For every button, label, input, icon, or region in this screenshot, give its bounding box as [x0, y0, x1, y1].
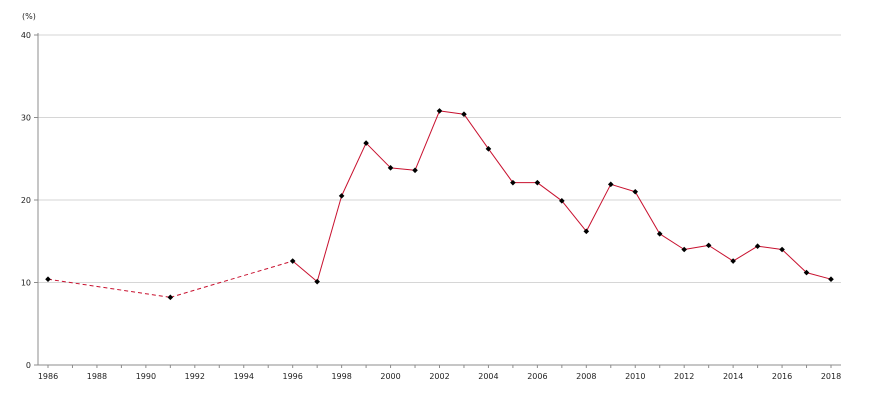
- x-tick-label: 2000: [380, 372, 400, 381]
- data-point-marker: [387, 165, 394, 171]
- series-line-segment: [414, 110, 440, 171]
- x-tick-label: 2018: [821, 372, 841, 381]
- y-tick-label: 0: [26, 361, 31, 370]
- series-lines: [47, 110, 832, 298]
- data-point-marker: [803, 269, 810, 276]
- data-point-marker: [828, 276, 834, 282]
- series-line-segment: [634, 191, 661, 235]
- data-point-marker: [412, 167, 418, 174]
- y-axis-unit-label: (%): [22, 12, 36, 21]
- series-line-segment: [757, 245, 783, 250]
- data-point-marker: [534, 179, 541, 186]
- series-line-segment: [341, 142, 367, 197]
- data-point-marker: [45, 276, 51, 282]
- x-tick-label: 1998: [331, 372, 351, 381]
- series-line-segment: [488, 148, 514, 183]
- series-line-segment: [585, 184, 612, 232]
- series-line-segment: [390, 167, 416, 171]
- data-point-marker: [559, 198, 565, 204]
- series-line-segment: [732, 245, 758, 262]
- series-line-segment: [610, 183, 636, 193]
- x-tick-labels: 1986 1988 1990 1992 1994 1996 1998 2000 2002 2004…: [38, 372, 841, 381]
- data-point-marker: [314, 278, 320, 285]
- data-point-marker: [510, 179, 516, 186]
- series-line-segment: [463, 113, 489, 150]
- data-point-marker: [656, 231, 663, 237]
- y-tick-label: 20: [21, 196, 31, 205]
- series-markers: [45, 108, 834, 301]
- x-tick-label: 2016: [772, 372, 792, 381]
- data-point-marker: [754, 243, 761, 249]
- y-tick-label: 40: [21, 31, 31, 40]
- x-tick-label: 2006: [527, 372, 547, 381]
- series-line-segment: [537, 182, 563, 202]
- data-point-marker: [705, 242, 712, 249]
- data-point-marker: [338, 193, 345, 199]
- data-point-marker: [485, 146, 492, 152]
- series-line-segment: [684, 244, 709, 250]
- series-line-segment: [316, 195, 343, 282]
- x-tick-label: 1986: [38, 372, 58, 381]
- x-tick-label: 1988: [87, 372, 107, 381]
- series-line-segment: [365, 142, 391, 169]
- series-line-segment: [781, 249, 807, 273]
- data-point-marker: [289, 258, 296, 264]
- data-point-marker: [730, 258, 736, 264]
- x-tick-label: 2014: [723, 372, 743, 381]
- data-point-marker: [779, 246, 785, 253]
- data-point-marker: [167, 294, 174, 301]
- data-point-marker: [461, 111, 467, 117]
- series-line-segment: [561, 200, 587, 232]
- x-tick-label: 2008: [576, 372, 596, 381]
- gridlines: [38, 34, 841, 283]
- x-tick-label: 1990: [136, 372, 156, 381]
- x-tick-label: 2010: [625, 372, 645, 381]
- series-line-segment: [806, 272, 832, 280]
- y-tick-labels: 0 10 20 30 40: [21, 31, 31, 370]
- data-point-marker: [607, 181, 614, 188]
- x-tick-label: 2012: [674, 372, 694, 381]
- data-point-marker: [681, 246, 687, 253]
- x-tick-label: 2004: [478, 372, 498, 381]
- data-point-marker: [436, 108, 443, 114]
- x-tick-label: 2002: [429, 372, 449, 381]
- series-line-segment: [708, 244, 734, 262]
- series-line-segment: [439, 110, 465, 115]
- series-line-segment: [170, 260, 293, 298]
- data-point-marker: [583, 228, 590, 235]
- x-tick-label: 1994: [234, 372, 254, 381]
- x-tick-label: 1996: [283, 372, 303, 381]
- data-point-marker: [632, 188, 639, 195]
- data-point-marker: [363, 140, 369, 146]
- series-line-segment: [47, 278, 171, 298]
- x-tick-label: 1992: [185, 372, 205, 381]
- axes: [34, 33, 841, 368]
- series-line-segment: [659, 233, 685, 250]
- y-tick-label: 30: [21, 114, 31, 123]
- y-tick-label: 10: [21, 279, 31, 288]
- series-line-segment: [292, 260, 318, 283]
